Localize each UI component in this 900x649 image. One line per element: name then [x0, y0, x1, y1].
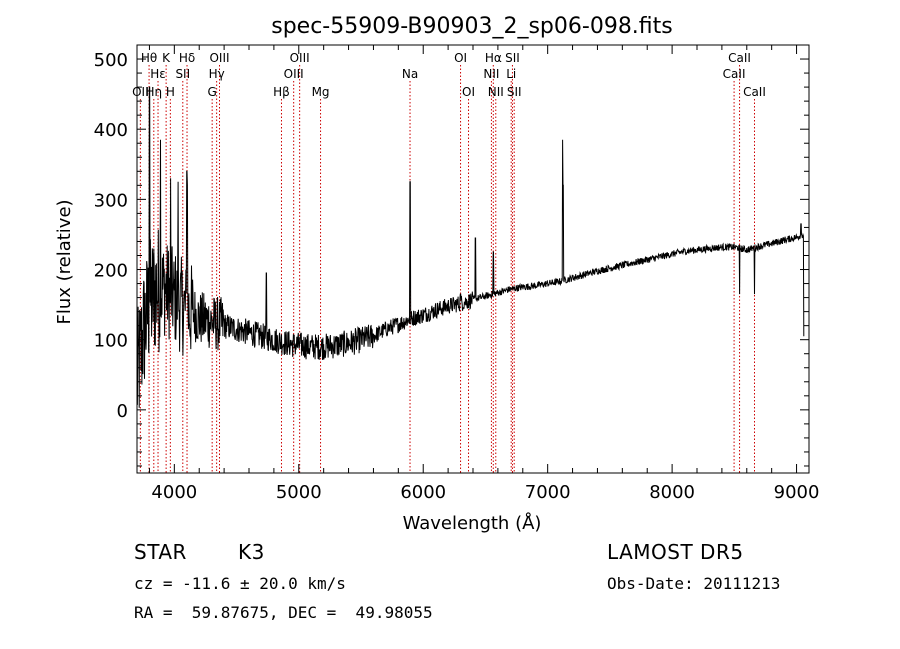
- line-marker-label: G: [208, 85, 217, 99]
- line-marker-label: CaII: [743, 85, 766, 99]
- line-marker-labels: OIIHθHηHεKHSIIHδGHγOIIIHβOIIIOIIIMgNaOIO…: [132, 51, 766, 99]
- y-tick-label: 400: [94, 120, 128, 141]
- survey-name: LAMOST DR5: [607, 540, 744, 564]
- y-tick-label: 100: [94, 331, 128, 352]
- line-marker-label: NII: [488, 85, 504, 99]
- line-marker-label: Hδ: [179, 51, 195, 65]
- line-marker-label: Mg: [312, 85, 330, 99]
- observation-date: Obs-Date: 20111213: [607, 574, 781, 593]
- line-markers: [139, 65, 755, 473]
- plot-frame: [136, 44, 810, 474]
- line-marker-label: Li: [506, 67, 516, 81]
- line-marker-label: CaII: [728, 51, 751, 65]
- redshift-value: cz = -11.6 ± 20.0 km/s: [134, 574, 346, 593]
- line-marker-label: OII: [132, 85, 149, 99]
- star-subclass: K3: [238, 540, 265, 564]
- x-axis-label: Wavelength (Å): [403, 512, 542, 534]
- coordinates: RA = 59.87675, DEC = 49.98055: [134, 603, 433, 622]
- line-marker-label: NII: [483, 67, 499, 81]
- line-marker-label: Na: [402, 67, 418, 81]
- line-marker-label: Hε: [150, 67, 166, 81]
- line-marker-label: SII: [507, 85, 522, 99]
- y-axis-label: Flux (relative): [54, 199, 75, 324]
- line-marker-label: SII: [505, 51, 520, 65]
- line-marker-label: Hβ: [273, 85, 290, 99]
- x-tick-label: 5000: [276, 482, 322, 503]
- line-marker-label: CaII: [723, 67, 746, 81]
- line-marker-label: Hθ: [141, 51, 157, 65]
- x-tick-label: 7000: [525, 482, 571, 503]
- y-axis: 0 100 200 300 400 500: [94, 50, 809, 467]
- line-marker-label: Hγ: [209, 67, 225, 81]
- line-marker-label: H: [166, 85, 175, 99]
- y-tick-label: 200: [94, 261, 128, 282]
- line-marker-label: Hη: [145, 85, 162, 99]
- y-tick-label: 300: [94, 190, 128, 211]
- line-marker-label: OIII: [284, 67, 304, 81]
- line-marker-label: K: [162, 51, 171, 65]
- line-marker-label: Hα: [485, 51, 502, 65]
- line-marker-label: OI: [462, 85, 475, 99]
- x-tick-label: 6000: [400, 482, 446, 503]
- line-marker-label: OIII: [209, 51, 229, 65]
- y-tick-label: 0: [117, 401, 128, 422]
- line-marker-label: OIII: [290, 51, 310, 65]
- spectrum-line: [136, 86, 805, 408]
- y-tick-label: 500: [94, 50, 128, 71]
- line-marker-label: SII: [175, 67, 190, 81]
- x-axis: 4000 5000 6000 7000 8000 9000: [148, 45, 820, 503]
- x-tick-label: 9000: [774, 482, 820, 503]
- chart-title: spec-55909-B90903_2_sp06-098.fits: [271, 14, 673, 39]
- x-tick-label: 8000: [649, 482, 695, 503]
- line-marker-label: OI: [454, 51, 467, 65]
- star-class: STAR: [134, 540, 187, 564]
- x-tick-label: 4000: [151, 482, 197, 503]
